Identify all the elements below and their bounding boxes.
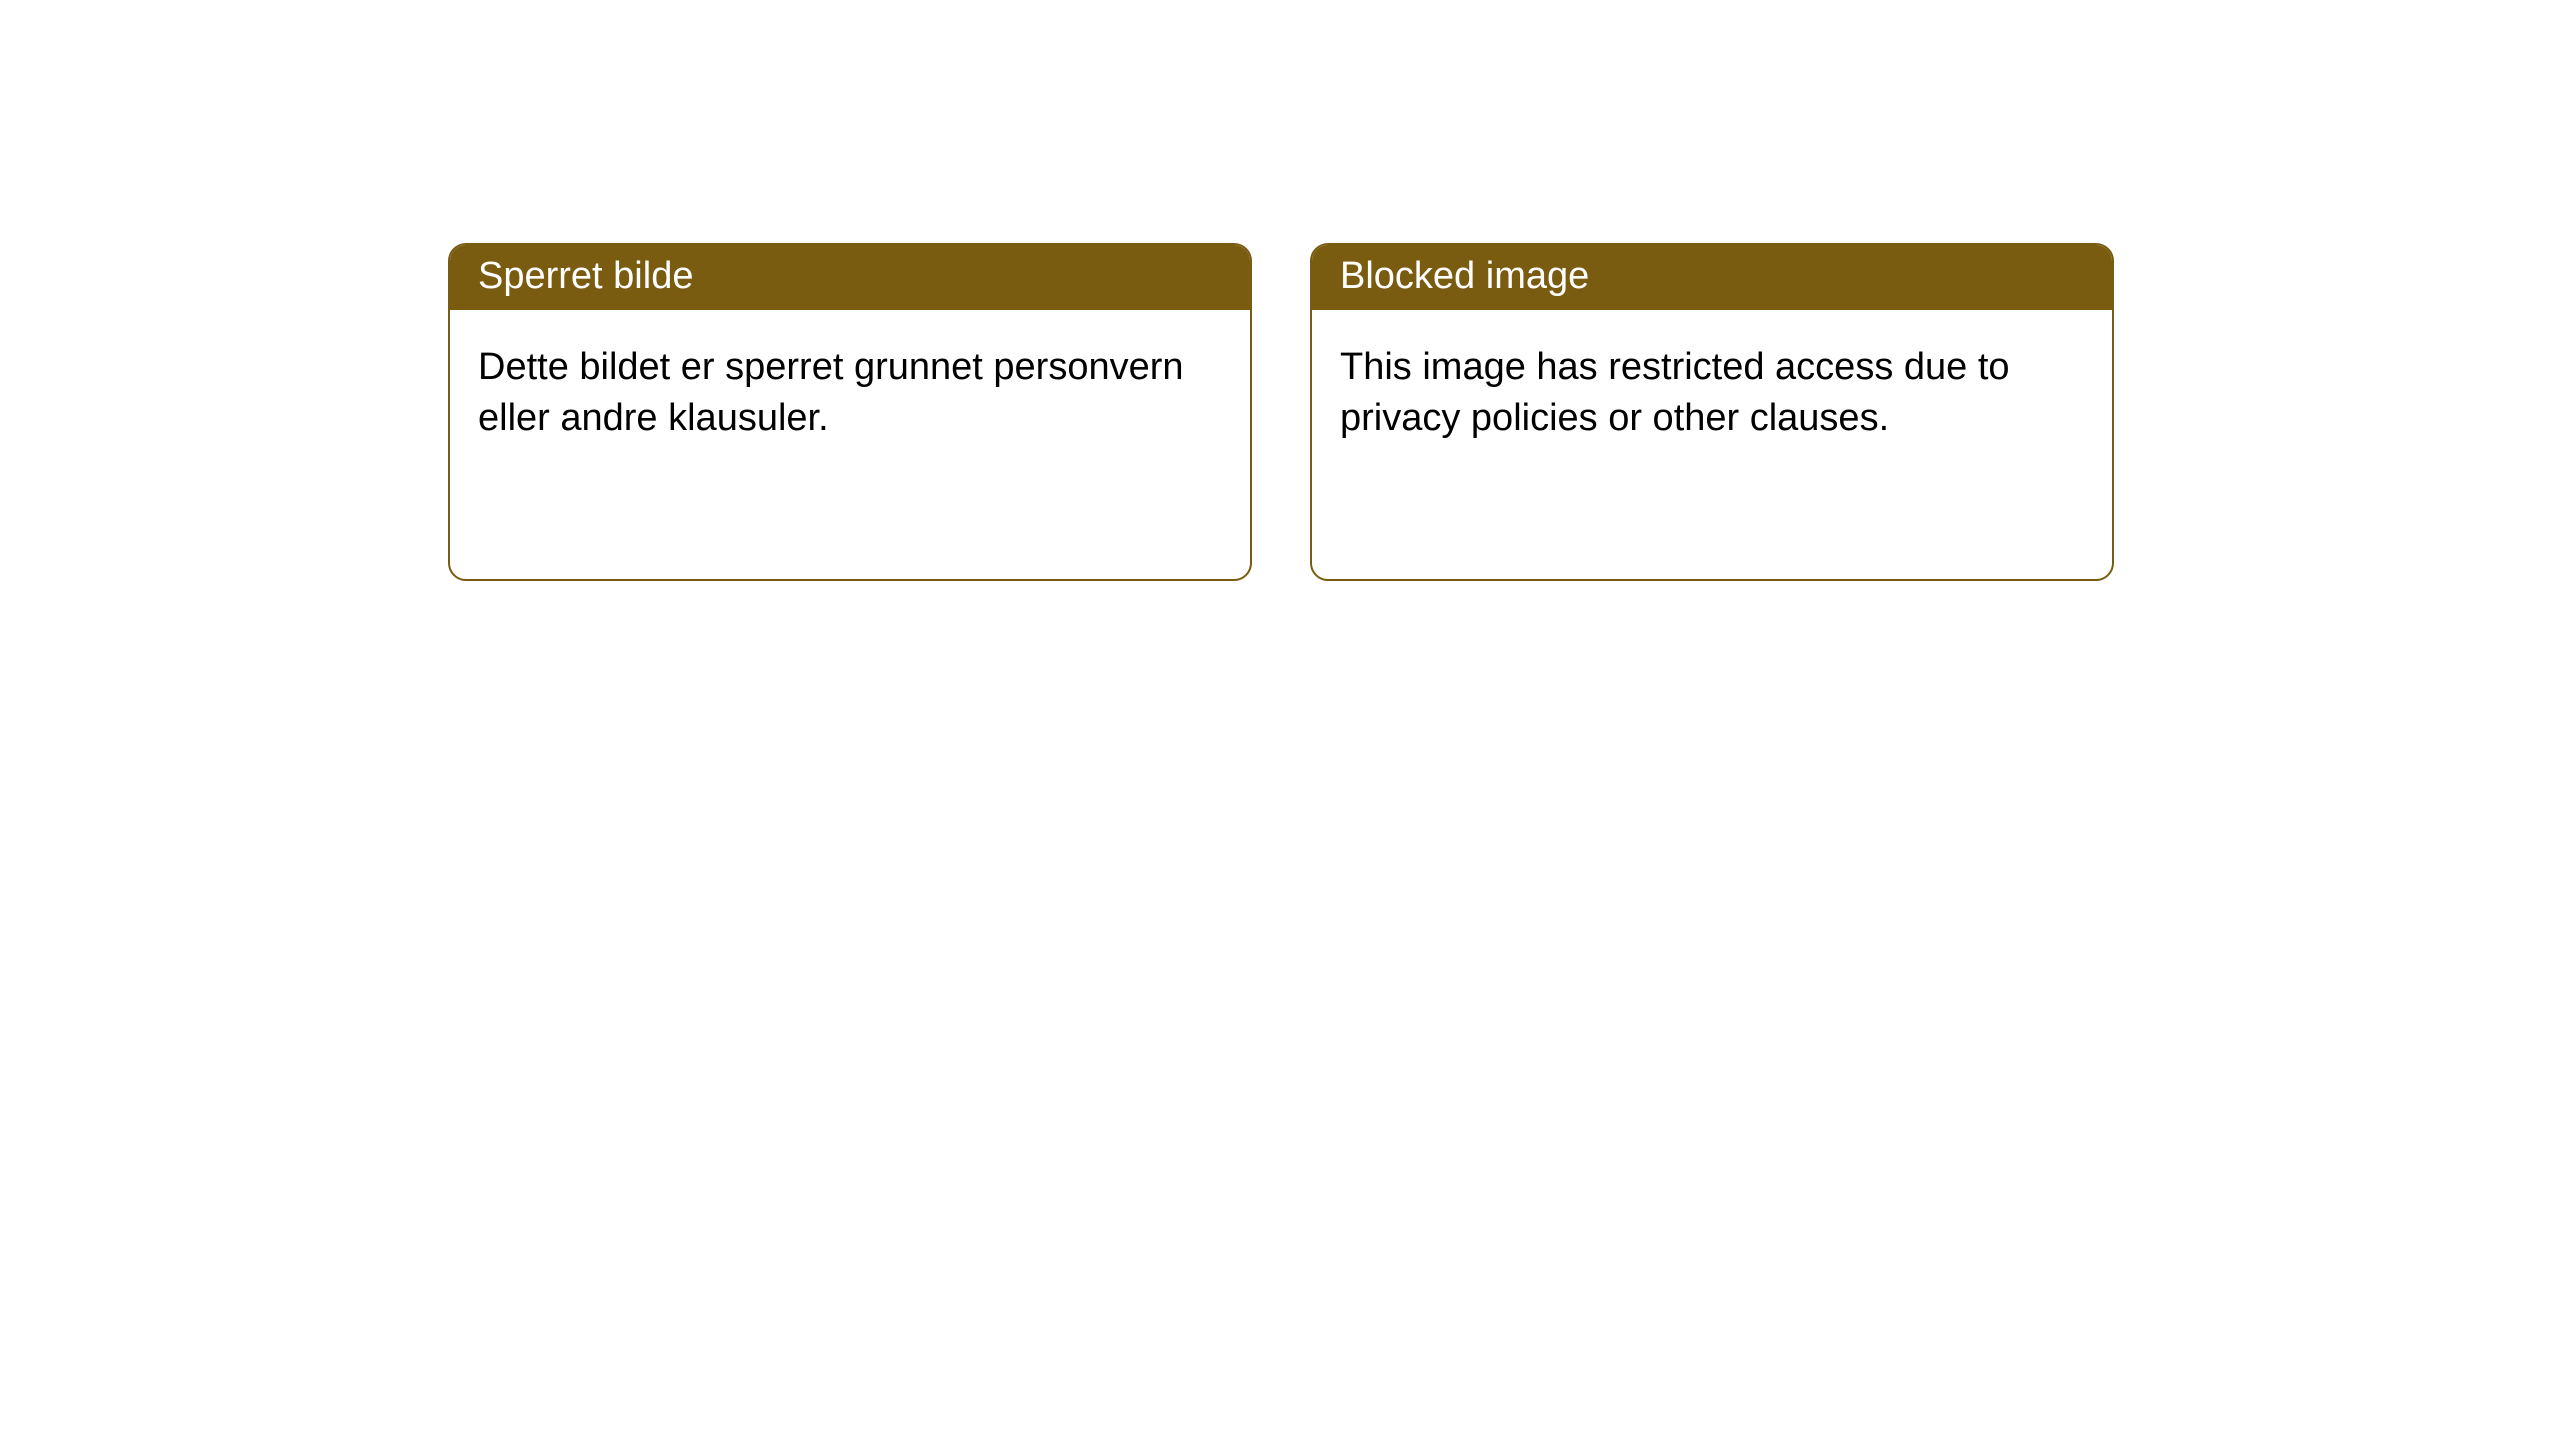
- notice-container: Sperret bilde Dette bildet er sperret gr…: [448, 243, 2114, 581]
- notice-card-body: Dette bildet er sperret grunnet personve…: [450, 310, 1250, 473]
- notice-card-body: This image has restricted access due to …: [1312, 310, 2112, 473]
- notice-card-title: Sperret bilde: [450, 245, 1250, 310]
- notice-card-english: Blocked image This image has restricted …: [1310, 243, 2114, 581]
- notice-card-title: Blocked image: [1312, 245, 2112, 310]
- notice-card-norwegian: Sperret bilde Dette bildet er sperret gr…: [448, 243, 1252, 581]
